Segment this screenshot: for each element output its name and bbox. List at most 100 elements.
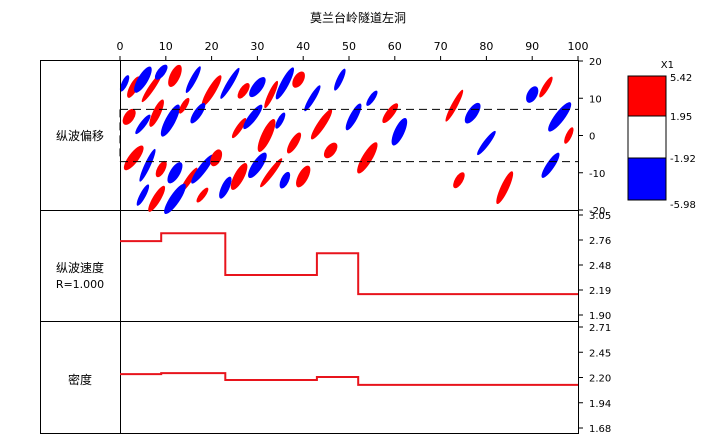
velocity-series-0: [120, 232, 578, 296]
reflector-12: [178, 97, 190, 114]
migration-y-tick-label-4: -20: [589, 206, 605, 217]
reflector-7: [201, 75, 222, 107]
legend-swatch-positive: [627, 75, 667, 117]
reflector-8: [122, 108, 136, 125]
migration-heatmap: [119, 64, 574, 215]
x-tick-label-7: 70: [434, 40, 448, 53]
density-y-tick-label-1: 2.45: [589, 348, 611, 359]
reflector-58: [541, 152, 560, 178]
reflector-21: [136, 184, 150, 206]
migration-y-tick-label-1: 10: [589, 94, 602, 105]
x-tick-label-1: 10: [159, 40, 173, 53]
density-label: 密度: [68, 372, 92, 387]
chart-title: 莫兰台岭隧道左洞: [310, 10, 406, 25]
reflector-47: [357, 142, 378, 174]
migration-panel: [40, 60, 579, 211]
density-series-0: [120, 372, 578, 386]
migration-y-tick-label-2: 0: [589, 132, 595, 143]
color-legend: X1 5.42 1.95 -1.92 -5.98: [627, 60, 696, 211]
legend-value-lower: -1.92: [670, 154, 696, 165]
x-tick-label-3: 30: [250, 40, 264, 53]
x-tick-label-4: 40: [296, 40, 310, 53]
reflector-17: [167, 162, 183, 184]
x-tick-label-6: 60: [388, 40, 402, 53]
velocity-panel: [40, 210, 579, 322]
reflector-40: [279, 171, 291, 189]
reflector-11: [160, 104, 180, 137]
x-tick-label-9: 90: [525, 40, 539, 53]
legend-value-upper: 1.95: [670, 112, 692, 123]
reflector-15: [139, 148, 156, 182]
reflector-25: [219, 176, 232, 199]
reflector-49: [382, 103, 399, 124]
legend-swatch-negative: [627, 157, 667, 201]
reflector-55: [496, 171, 514, 205]
legend-value-min: -5.98: [670, 200, 696, 211]
reflector-39: [260, 158, 283, 188]
reflector-23: [164, 183, 186, 215]
profile-lines: [120, 232, 578, 386]
reflector-29: [249, 77, 266, 98]
x-tick-label-2: 20: [205, 40, 219, 53]
reflector-48: [366, 90, 378, 106]
velocity-y-tick-label-2: 2.48: [589, 261, 611, 272]
reflector-42: [304, 85, 321, 112]
density-y-tick-label-0: 2.71: [589, 323, 611, 334]
density-y-tick-label-3: 1.94: [589, 399, 611, 410]
reflector-57: [539, 76, 553, 98]
reflector-24: [196, 187, 209, 203]
reflector-60: [564, 127, 574, 144]
reflector-13: [190, 102, 206, 124]
velocity-label: 纵波速度: [56, 260, 104, 275]
reflector-54: [477, 130, 496, 156]
legend-multiplier: X1: [661, 60, 674, 71]
velocity-y-tick-label-4: 1.90: [589, 311, 611, 322]
reflector-31: [275, 67, 295, 100]
velocity-y-tick-label-1: 2.76: [589, 236, 611, 247]
density-y-tick-label-4: 1.68: [589, 424, 611, 434]
reflector-0: [119, 75, 130, 92]
reflector-33: [231, 117, 247, 139]
reflector-46: [345, 103, 362, 131]
legend-value-max: 5.42: [670, 73, 692, 84]
reflector-56: [526, 86, 539, 103]
reflector-44: [323, 142, 338, 159]
reflector-35: [257, 119, 276, 152]
reflector-14: [123, 145, 144, 171]
reflector-28: [237, 83, 250, 99]
reflector-37: [286, 132, 302, 154]
reflector-36: [275, 112, 286, 129]
reflector-43: [310, 109, 333, 140]
reflector-2: [134, 66, 152, 93]
velocity-y-tick-label-0: 3.05: [589, 211, 611, 222]
reflector-52: [453, 172, 465, 189]
reflector-50: [391, 118, 408, 146]
reflector-27: [220, 67, 240, 99]
x-tick-label-8: 80: [479, 40, 493, 53]
reflector-5: [168, 64, 182, 87]
reflector-4: [154, 64, 168, 80]
reflector-30: [264, 80, 279, 109]
reflector-6: [185, 66, 201, 93]
reflector-41: [296, 165, 311, 188]
x-tick-label-0: 0: [117, 40, 124, 53]
reflector-9: [135, 114, 151, 135]
reflector-34: [243, 104, 263, 130]
reflector-53: [464, 102, 481, 124]
y-axes: 20 10 0 -10 -203.05 2.76 2.48 2.19 1.902.71 2.45 2…: [578, 57, 611, 434]
density-panel: [40, 321, 579, 434]
velocity-sublabel: R=1.000: [56, 278, 104, 291]
migration-label: 纵波偏移: [56, 128, 104, 143]
x-tick-label-10: 100: [568, 40, 589, 53]
reflector-16: [155, 160, 167, 178]
reflector-45: [334, 68, 346, 91]
legend-swatch-neutral: [627, 115, 667, 159]
reflector-32: [292, 71, 305, 88]
reflector-19: [191, 154, 214, 184]
x-axis: 0 10 20 30 40 50 60 70 80 90 100: [117, 40, 589, 61]
migration-y-tick-label-0: 20: [589, 57, 602, 68]
reflector-22: [148, 185, 166, 212]
migration-y-tick-label-3: -10: [589, 169, 605, 180]
x-tick-label-5: 50: [342, 40, 356, 53]
